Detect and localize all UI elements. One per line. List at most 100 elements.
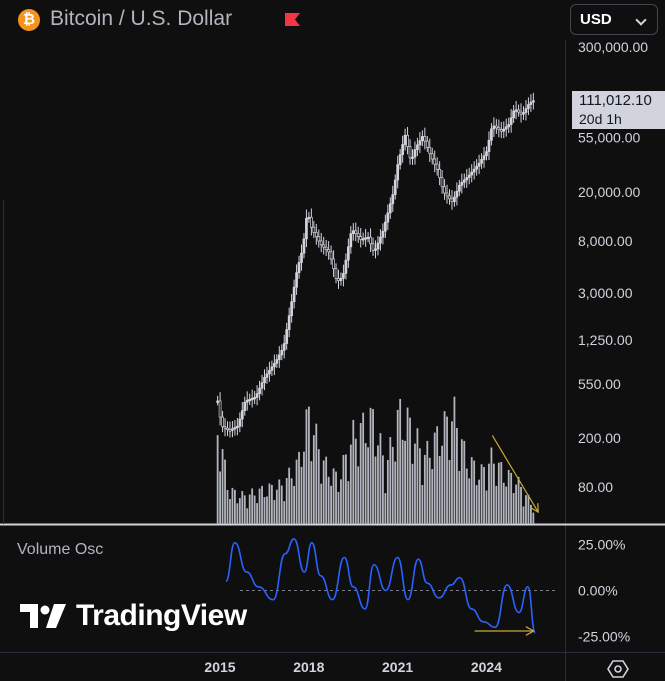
candle-body bbox=[386, 212, 390, 223]
candle-body bbox=[379, 236, 382, 244]
candle-body bbox=[450, 198, 454, 202]
candle-body bbox=[339, 277, 343, 281]
volume-bar bbox=[416, 428, 419, 524]
candle-body bbox=[499, 129, 503, 132]
candle-body bbox=[487, 139, 491, 153]
candle-body bbox=[337, 278, 340, 281]
candle-body bbox=[226, 427, 229, 431]
price-tick-label: 200.00 bbox=[578, 430, 621, 446]
candle-body bbox=[263, 377, 266, 384]
price-tick-label: 20,000.00 bbox=[578, 184, 640, 200]
volume-bar bbox=[515, 484, 517, 524]
volume-bar bbox=[283, 501, 286, 524]
time-axis[interactable]: 2015 2018 2021 2024 bbox=[204, 659, 502, 675]
candle-body bbox=[314, 232, 318, 238]
candle-body bbox=[495, 125, 498, 129]
volume-bar bbox=[349, 444, 352, 524]
volume-bar bbox=[298, 451, 300, 524]
volume-bar bbox=[241, 491, 244, 524]
candle-body bbox=[455, 190, 459, 198]
volume-bar bbox=[219, 471, 221, 524]
volume-bar bbox=[280, 485, 283, 524]
time-tick-label: 2024 bbox=[471, 659, 502, 675]
candle-body bbox=[307, 216, 311, 220]
volume-bar bbox=[278, 479, 281, 524]
indicator-title[interactable]: Volume Osc bbox=[17, 541, 104, 558]
candle-body bbox=[524, 108, 528, 113]
volume-bar bbox=[221, 449, 224, 524]
volume-bar bbox=[411, 463, 414, 524]
candle-body bbox=[408, 146, 412, 159]
candle-body bbox=[275, 359, 279, 364]
candle-body bbox=[438, 168, 441, 179]
volume-bar bbox=[500, 461, 503, 524]
volume-bar bbox=[453, 396, 456, 524]
volume-bar bbox=[352, 419, 355, 524]
candle-body bbox=[245, 399, 249, 403]
currency-dropdown[interactable]: USD bbox=[570, 4, 658, 35]
candle-body bbox=[509, 117, 513, 125]
candle-body bbox=[514, 109, 518, 112]
volume-bar bbox=[300, 466, 303, 524]
candle-body bbox=[502, 128, 506, 132]
volume-oscillator-line bbox=[225, 538, 537, 634]
volume-bar bbox=[426, 440, 429, 524]
time-tick-label: 2021 bbox=[382, 659, 413, 675]
volume-bar bbox=[229, 499, 231, 524]
candle-body bbox=[376, 242, 380, 250]
candle-body bbox=[475, 165, 478, 170]
candle-body bbox=[240, 410, 244, 420]
candle-body bbox=[280, 350, 284, 356]
bitcoin-icon: ₿ bbox=[18, 9, 40, 31]
volume-bar bbox=[367, 447, 369, 524]
candle-body bbox=[300, 252, 303, 263]
candle-body bbox=[344, 259, 348, 274]
volume-bar bbox=[226, 489, 229, 524]
volume-bar bbox=[317, 449, 320, 524]
candle-body bbox=[228, 429, 232, 432]
candle-body bbox=[413, 149, 417, 158]
volume-bar bbox=[256, 503, 258, 524]
volume-bar bbox=[436, 426, 439, 524]
candle-body bbox=[255, 393, 259, 398]
candle-body bbox=[435, 163, 439, 170]
oscillator-axis[interactable]: 25.00% 0.00% -25.00% bbox=[578, 537, 630, 645]
volume-bar bbox=[505, 486, 508, 524]
candle-body bbox=[433, 158, 437, 165]
candle-body bbox=[285, 329, 289, 344]
candle-body bbox=[527, 104, 530, 109]
chevron-down-icon bbox=[635, 14, 647, 26]
volume-bar bbox=[527, 494, 530, 524]
volume-bar bbox=[502, 482, 505, 524]
volume-bar bbox=[369, 407, 372, 524]
candle-body bbox=[248, 398, 252, 402]
symbol-title[interactable]: Bitcoin / U.S. Dollar bbox=[50, 7, 233, 30]
volume-bar bbox=[344, 454, 347, 524]
volume-bar bbox=[409, 417, 411, 524]
volume-bar bbox=[483, 467, 485, 524]
tradingview-logo-icon bbox=[20, 604, 66, 628]
candle-body bbox=[492, 125, 496, 130]
volume-bar bbox=[451, 421, 453, 524]
volume-arrow-shaft bbox=[491, 435, 539, 513]
volume-bar bbox=[418, 448, 421, 524]
candle-body bbox=[324, 246, 328, 250]
candle-body bbox=[425, 140, 429, 148]
volume-bar bbox=[258, 488, 261, 524]
candle-body bbox=[302, 238, 306, 254]
candle-body bbox=[364, 237, 367, 240]
red-flag-icon[interactable] bbox=[284, 12, 301, 27]
volume-bar bbox=[455, 427, 458, 524]
candle-body bbox=[223, 426, 227, 429]
volume-bar bbox=[473, 460, 476, 524]
candle-body bbox=[349, 233, 353, 248]
price-axis[interactable]: 300,000.00 55,000.00 20,000.00 8,000.00 3,00… bbox=[578, 39, 648, 495]
volume-bar bbox=[246, 508, 249, 524]
candle-body bbox=[277, 354, 281, 360]
candle-body bbox=[374, 248, 377, 251]
settings-icon[interactable] bbox=[606, 657, 630, 681]
volume-bar bbox=[295, 459, 298, 524]
volume-bar bbox=[374, 456, 377, 524]
candle-body bbox=[221, 416, 224, 428]
